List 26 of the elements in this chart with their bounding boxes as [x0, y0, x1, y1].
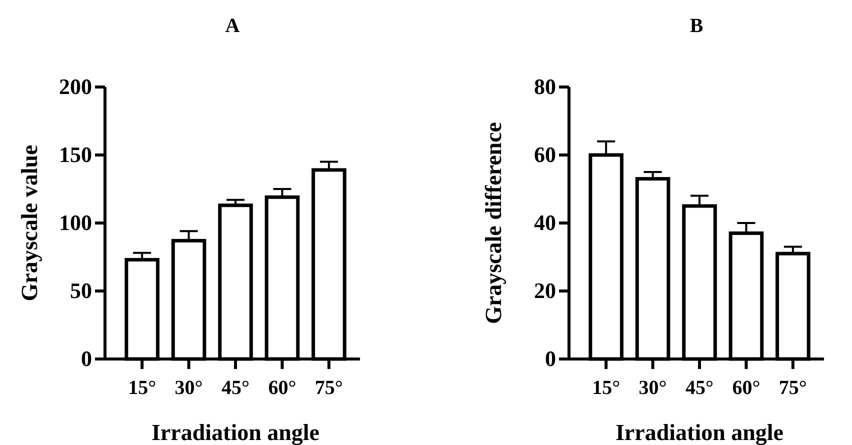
- x-tick-label: 45°: [686, 377, 714, 399]
- x-tick-label: 30°: [174, 377, 203, 399]
- x-tick-label: 60°: [268, 377, 296, 399]
- y-tick-label: 60: [534, 142, 556, 168]
- y-tick-label: 200: [59, 74, 92, 100]
- y-axis-title: Grayscale value: [17, 144, 42, 302]
- y-tick-label: 40: [534, 210, 556, 236]
- chart-title: B: [690, 15, 704, 37]
- y-tick-label: 100: [59, 210, 92, 236]
- x-axis-title: Irradiation angle: [615, 420, 784, 445]
- y-tick-label: 0: [81, 346, 92, 372]
- x-tick-label: 45°: [222, 377, 250, 399]
- y-axis-title: Grayscale difference: [481, 122, 506, 324]
- y-tick-label: 50: [70, 278, 92, 304]
- y-tick-label: 20: [534, 278, 556, 304]
- y-tick-label: 0: [545, 346, 556, 372]
- x-tick-label: 15°: [592, 377, 620, 399]
- x-tick-label: 75°: [778, 377, 807, 399]
- x-axis-title: Irradiation angle: [151, 420, 320, 445]
- y-tick-label: 150: [59, 142, 92, 168]
- y-tick-label: 80: [534, 74, 556, 100]
- x-tick-label: 30°: [638, 377, 667, 399]
- x-tick-label: 60°: [732, 377, 760, 399]
- chart-title: A: [225, 15, 240, 37]
- x-tick-label: 75°: [314, 377, 343, 399]
- x-tick-label: 15°: [128, 377, 156, 399]
